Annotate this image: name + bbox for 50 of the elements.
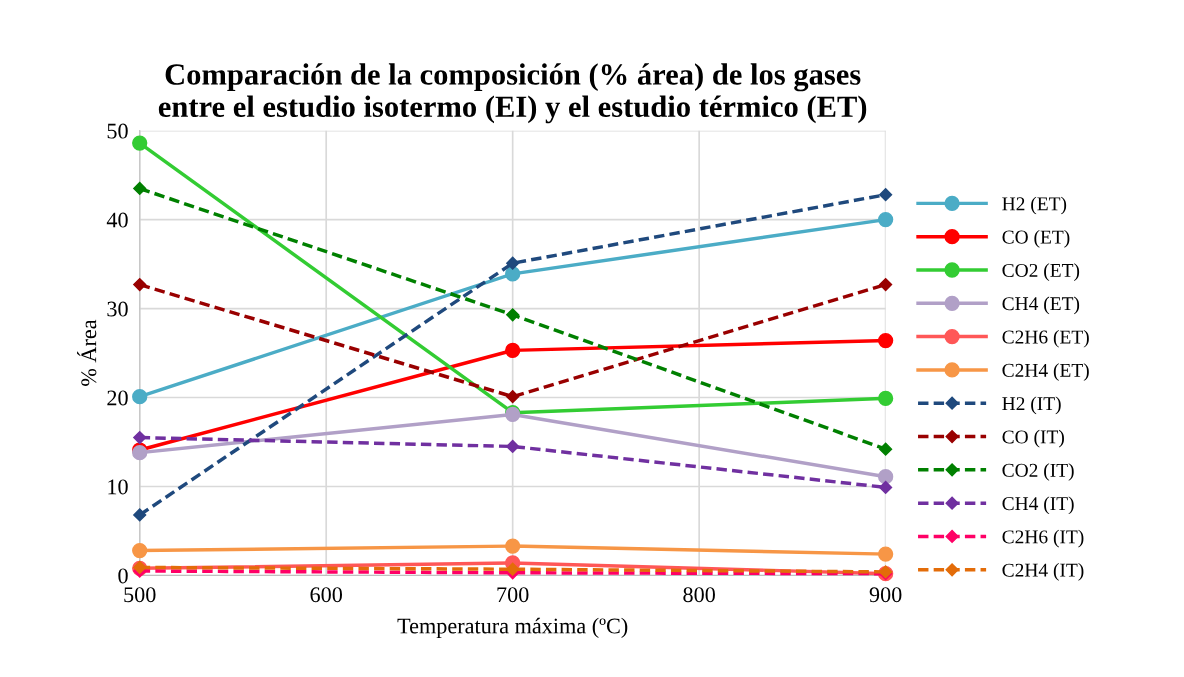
point [133, 508, 147, 522]
x-tick-label: 600 [310, 587, 343, 603]
legend-label: CH4 (IT) [1002, 496, 1074, 515]
point [132, 135, 148, 151]
legend-label: CH4 (ET) [1002, 296, 1080, 315]
point [877, 211, 894, 228]
point [506, 308, 520, 322]
point [133, 277, 147, 292]
point [505, 266, 521, 282]
point [505, 342, 521, 359]
point [506, 256, 520, 270]
y-tick-label: 20 [107, 390, 128, 406]
legend-label: CO2 (ET) [1002, 263, 1080, 281]
point [877, 332, 894, 349]
point [879, 188, 893, 202]
y-tick-label: 30 [107, 301, 128, 317]
y-tick-label: 10 [108, 479, 128, 495]
y-tick-label: 40 [106, 212, 128, 228]
point [506, 439, 520, 454]
point [133, 430, 147, 445]
legend-label: CO (ET) [1002, 230, 1070, 248]
point [879, 480, 893, 494]
point [506, 390, 520, 404]
chart-title: Comparación de la composición (% área) de los gases entre el estudio isotermo (EI) y el estudio térmico (ET) [158, 63, 867, 124]
point [132, 389, 148, 405]
x-tick-label: 700 [497, 587, 529, 603]
legend-label: CO (IT) [1002, 429, 1064, 448]
point [133, 181, 147, 196]
x-tick-label: 800 [683, 587, 715, 603]
point [877, 546, 894, 562]
x-tick-label: 900 [869, 587, 902, 603]
legend-label: CO2 (IT) [1002, 463, 1074, 481]
y-tick-label: 50 [107, 123, 128, 139]
legend-label: H2 (IT) [1002, 396, 1061, 415]
legend-label: C2H4 (IT) [1002, 563, 1084, 581]
point [877, 390, 894, 407]
legend-label: C2H6 (ET) [1002, 329, 1089, 348]
x-tick-label: 500 [124, 587, 156, 603]
x-axis-title: Temperatura máxima (ºC) [397, 617, 628, 639]
y-tick-label: 0 [118, 568, 128, 584]
point [877, 469, 894, 485]
legend-label: C2H4 (ET) [1002, 363, 1089, 381]
point [879, 442, 893, 456]
point [506, 562, 520, 576]
legend-label: C2H6 (IT) [1002, 529, 1084, 548]
point [505, 538, 521, 554]
legend-label: H2 (ET) [1002, 196, 1067, 215]
point [879, 277, 893, 292]
point [132, 542, 148, 559]
y-axis-title: % Área [77, 319, 97, 386]
